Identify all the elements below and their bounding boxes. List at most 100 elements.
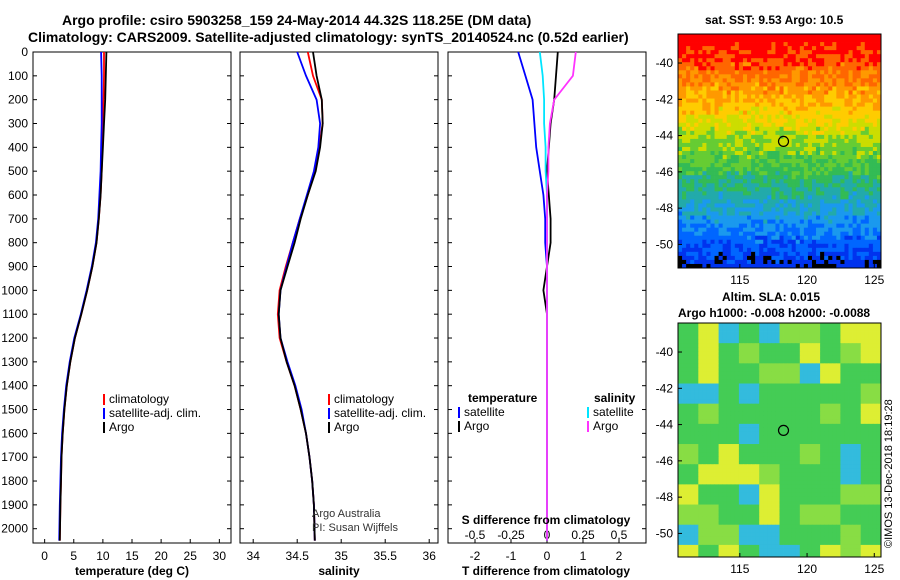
map-cell [820, 58, 825, 63]
map-cell [706, 66, 711, 71]
map-cell [779, 239, 784, 245]
map-cell [690, 231, 695, 237]
map-cell [710, 187, 715, 192]
map-cell [868, 207, 874, 212]
map-cell [738, 255, 744, 261]
map-cell [840, 134, 845, 140]
temperature-series [58, 51, 108, 541]
map-cell [844, 367, 849, 372]
map-cell [836, 427, 841, 433]
map-cell [824, 423, 829, 429]
map-cell [848, 411, 853, 417]
map-cell [690, 355, 695, 360]
map-cell [738, 435, 744, 441]
map-cell [718, 62, 724, 67]
map-cell [751, 327, 756, 332]
map-cell [811, 179, 817, 184]
map-cell [678, 343, 683, 348]
map-cell [824, 82, 829, 87]
map-cell [840, 231, 845, 237]
map-cell [848, 375, 853, 380]
map-cell [734, 415, 740, 421]
map-cell [828, 42, 833, 47]
map-cell [682, 355, 687, 360]
map-cell [824, 207, 829, 212]
map-cell [860, 391, 866, 397]
map-cell [763, 363, 768, 368]
map-cell [844, 399, 849, 405]
map-cell [840, 235, 845, 241]
map-cell [767, 255, 772, 261]
map-cell [694, 126, 699, 132]
map-cell [775, 134, 780, 140]
map-cell [779, 163, 784, 168]
map-cell [876, 159, 882, 164]
map-cell [714, 219, 719, 225]
map-cell [787, 102, 793, 108]
map-cell [771, 118, 776, 124]
map-cell [694, 50, 699, 55]
map-cell [864, 74, 870, 79]
map-cell [726, 171, 732, 176]
map-cell [783, 444, 789, 449]
map-cell [722, 90, 728, 95]
map-cell [856, 142, 862, 148]
map-cell [840, 464, 845, 469]
map-cell [848, 215, 853, 220]
map-cell [751, 106, 756, 112]
map-cell [816, 163, 821, 168]
map-cell [840, 138, 845, 144]
map-cell [710, 239, 715, 245]
map-cell [734, 146, 740, 152]
map-cell [816, 102, 821, 108]
map-cell [816, 359, 821, 364]
map-cell [734, 130, 740, 136]
map-cell [702, 227, 707, 233]
map-cell [702, 155, 707, 160]
map-cell [832, 167, 837, 172]
map-cell [767, 343, 772, 348]
map-cell [722, 227, 728, 233]
map-cell [763, 231, 768, 237]
map-cell [844, 106, 849, 112]
map-cell [694, 427, 699, 433]
map-cell [791, 130, 797, 136]
map-cell [738, 227, 744, 233]
map-cell [791, 146, 797, 152]
map-cell [771, 371, 776, 376]
map-cell [820, 239, 825, 245]
map-cell [742, 255, 748, 261]
map-cell [742, 171, 748, 176]
map-cell [734, 239, 740, 245]
map-cell [686, 203, 691, 208]
map-cell [755, 62, 760, 67]
map-cell [811, 34, 817, 39]
temperature-panel: 0 5 10 15 20 25 30 temperature (deg C) climato… [32, 51, 232, 578]
map-cell [771, 391, 776, 397]
map-cell [840, 243, 845, 249]
map-cell [698, 219, 703, 225]
map-cell [807, 167, 813, 172]
map-cell [824, 38, 829, 43]
map-cell [702, 255, 707, 261]
map-cell [763, 460, 768, 465]
map-cell [751, 331, 756, 336]
map-cell [795, 130, 801, 136]
map-cell [771, 146, 776, 152]
map-cell [803, 183, 809, 188]
map-cell [690, 187, 695, 192]
map-cell [730, 114, 736, 120]
map-cell [791, 86, 797, 91]
map-cell [738, 38, 744, 43]
map-cell [811, 78, 817, 83]
map-cell [710, 387, 715, 392]
map-cell [824, 371, 829, 376]
map-cell [775, 159, 780, 164]
map-cell [710, 427, 715, 433]
map-cell [763, 90, 768, 95]
map-cell [730, 395, 736, 401]
map-cell [682, 399, 687, 405]
map-cell [730, 134, 736, 140]
map-cell [678, 351, 683, 356]
map-cell [824, 86, 829, 91]
